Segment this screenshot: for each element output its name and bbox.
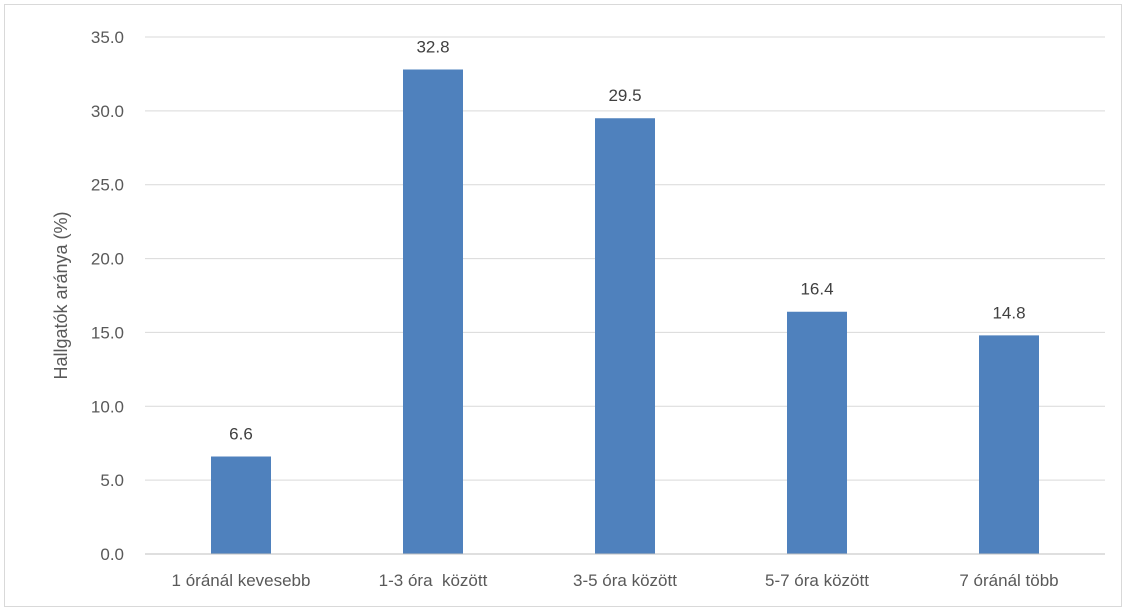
x-tick-label: 3-5 óra között xyxy=(573,571,677,590)
data-labels: 6.6 32.8 29.5 16.4 14.8 xyxy=(229,37,1025,443)
y-tick-label: 10.0 xyxy=(91,397,124,416)
bars xyxy=(211,69,1039,555)
data-label: 14.8 xyxy=(992,303,1025,322)
data-label: 29.5 xyxy=(608,86,641,105)
x-axis-ticks: 1 óránál kevesebb 1-3 óra között 3-5 óra k… xyxy=(172,571,1059,590)
data-label: 16.4 xyxy=(800,280,833,299)
y-tick-label: 0.0 xyxy=(100,545,124,564)
x-tick-label: 1-3 óra között xyxy=(379,571,488,590)
y-tick-label: 30.0 xyxy=(91,102,124,121)
bar xyxy=(787,311,847,554)
x-tick-label: 5-7 óra között xyxy=(765,571,869,590)
bar xyxy=(403,69,463,555)
bar xyxy=(211,456,271,554)
bar xyxy=(595,118,655,554)
chart-frame xyxy=(4,4,1122,607)
y-tick-label: 15.0 xyxy=(91,323,124,342)
x-tick-label: 7 óránál több xyxy=(959,571,1058,590)
y-axis-ticks: 0.0 5.0 10.0 15.0 20.0 25.0 30.0 35.0 xyxy=(91,28,124,564)
bar xyxy=(979,335,1039,554)
data-label: 32.8 xyxy=(416,37,449,56)
x-tick-label: 1 óránál kevesebb xyxy=(172,571,311,590)
y-tick-label: 5.0 xyxy=(100,471,124,490)
y-tick-label: 25.0 xyxy=(91,176,124,195)
y-tick-label: 20.0 xyxy=(91,250,124,269)
y-tick-label: 35.0 xyxy=(91,28,124,47)
y-axis-title: Hallgatók aránya (%) xyxy=(51,211,71,379)
data-label: 6.6 xyxy=(229,425,253,444)
